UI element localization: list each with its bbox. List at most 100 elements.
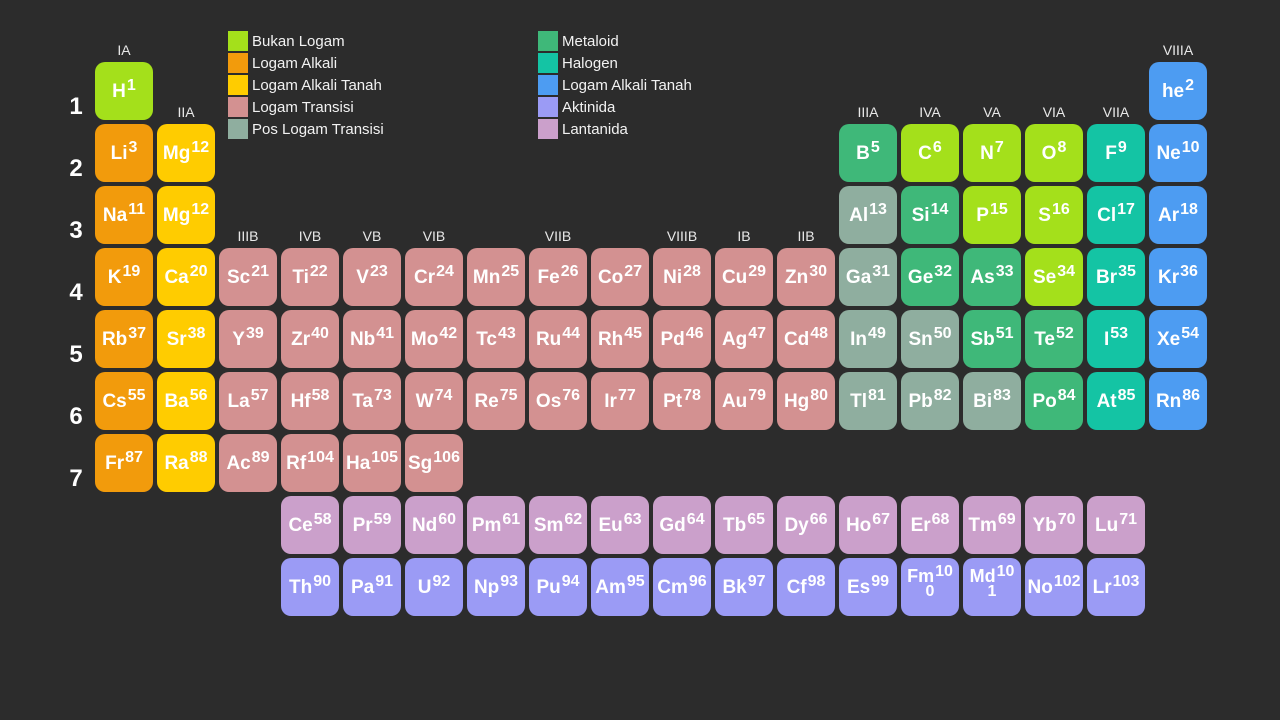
element-tile-fe-26[interactable]: Fe26 xyxy=(529,248,587,306)
element-tile-es-99[interactable]: Es99 xyxy=(839,558,897,616)
element-tile-ga-31[interactable]: Ga31 xyxy=(839,248,897,306)
element-tile-p-15[interactable]: P15 xyxy=(963,186,1021,244)
element-tile-am-95[interactable]: Am95 xyxy=(591,558,649,616)
element-tile-co-27[interactable]: Co27 xyxy=(591,248,649,306)
element-tile-zr-40[interactable]: Zr40 xyxy=(281,310,339,368)
element-tile-pt-78[interactable]: Pt78 xyxy=(653,372,711,430)
element-tile-pr-59[interactable]: Pr59 xyxy=(343,496,401,554)
element-tile-s-16[interactable]: S16 xyxy=(1025,186,1083,244)
element-tile-o-8[interactable]: O8 xyxy=(1025,124,1083,182)
element-tile-he-2[interactable]: he2 xyxy=(1149,62,1207,120)
element-tile-ne-10[interactable]: Ne10 xyxy=(1149,124,1207,182)
element-tile-h-1[interactable]: H1 xyxy=(95,62,153,120)
element-tile-li-3[interactable]: Li3 xyxy=(95,124,153,182)
element-tile-cs-55[interactable]: Cs55 xyxy=(95,372,153,430)
element-tile-xe-54[interactable]: Xe54 xyxy=(1149,310,1207,368)
element-tile-sn-50[interactable]: Sn50 xyxy=(901,310,959,368)
element-tile-w-74[interactable]: W74 xyxy=(405,372,463,430)
element-tile-hf-58[interactable]: Hf58 xyxy=(281,372,339,430)
element-tile-cr-24[interactable]: Cr24 xyxy=(405,248,463,306)
element-tile-nb-41[interactable]: Nb41 xyxy=(343,310,401,368)
element-tile-ti-22[interactable]: Ti22 xyxy=(281,248,339,306)
element-tile-au-79[interactable]: Au79 xyxy=(715,372,773,430)
element-tile-zn-30[interactable]: Zn30 xyxy=(777,248,835,306)
element-tile-md-101[interactable]: Md101 xyxy=(963,558,1021,616)
element-tile-c-6[interactable]: C6 xyxy=(901,124,959,182)
element-tile-pu-94[interactable]: Pu94 xyxy=(529,558,587,616)
element-tile-nd-60[interactable]: Nd60 xyxy=(405,496,463,554)
element-tile-ir-77[interactable]: Ir77 xyxy=(591,372,649,430)
element-tile-cf-98[interactable]: Cf98 xyxy=(777,558,835,616)
element-tile-u-92[interactable]: U92 xyxy=(405,558,463,616)
element-tile-ca-20[interactable]: Ca20 xyxy=(157,248,215,306)
element-tile-lr-103[interactable]: Lr103 xyxy=(1087,558,1145,616)
element-tile-pm-61[interactable]: Pm61 xyxy=(467,496,525,554)
element-tile-po-84[interactable]: Po84 xyxy=(1025,372,1083,430)
element-tile-er-68[interactable]: Er68 xyxy=(901,496,959,554)
element-tile-bk-97[interactable]: Bk97 xyxy=(715,558,773,616)
element-tile-se-34[interactable]: Se34 xyxy=(1025,248,1083,306)
element-tile-ba-56[interactable]: Ba56 xyxy=(157,372,215,430)
element-tile-pb-82[interactable]: Pb82 xyxy=(901,372,959,430)
element-tile-th-90[interactable]: Th90 xyxy=(281,558,339,616)
element-tile-ha-105[interactable]: Ha105 xyxy=(343,434,401,492)
element-tile-fm-100[interactable]: Fm100 xyxy=(901,558,959,616)
element-tile-gd-64[interactable]: Gd64 xyxy=(653,496,711,554)
element-tile-bi-83[interactable]: Bi83 xyxy=(963,372,1021,430)
element-tile-dy-66[interactable]: Dy66 xyxy=(777,496,835,554)
element-tile-rb-37[interactable]: Rb37 xyxy=(95,310,153,368)
element-tile-ag-47[interactable]: Ag47 xyxy=(715,310,773,368)
element-tile-tc-43[interactable]: Tc43 xyxy=(467,310,525,368)
element-tile-f-9[interactable]: F9 xyxy=(1087,124,1145,182)
element-tile-sr-38[interactable]: Sr38 xyxy=(157,310,215,368)
element-tile-rh-45[interactable]: Rh45 xyxy=(591,310,649,368)
element-tile-as-33[interactable]: As33 xyxy=(963,248,1021,306)
element-tile-tm-69[interactable]: Tm69 xyxy=(963,496,1021,554)
element-tile-rn-86[interactable]: Rn86 xyxy=(1149,372,1207,430)
element-tile-sb-51[interactable]: Sb51 xyxy=(963,310,1021,368)
element-tile-tl-81[interactable]: Tl81 xyxy=(839,372,897,430)
element-tile-ni-28[interactable]: Ni28 xyxy=(653,248,711,306)
element-tile-v-23[interactable]: V23 xyxy=(343,248,401,306)
element-tile-mg-12[interactable]: Mg12 xyxy=(157,124,215,182)
element-tile-pa-91[interactable]: Pa91 xyxy=(343,558,401,616)
element-tile-al-13[interactable]: Al13 xyxy=(839,186,897,244)
element-tile-re-75[interactable]: Re75 xyxy=(467,372,525,430)
element-tile-cu-29[interactable]: Cu29 xyxy=(715,248,773,306)
element-tile-cd-48[interactable]: Cd48 xyxy=(777,310,835,368)
element-tile-cl-17[interactable]: Cl17 xyxy=(1087,186,1145,244)
element-tile-n-7[interactable]: N7 xyxy=(963,124,1021,182)
element-tile-br-35[interactable]: Br35 xyxy=(1087,248,1145,306)
element-tile-ar-18[interactable]: Ar18 xyxy=(1149,186,1207,244)
element-tile-ho-67[interactable]: Ho67 xyxy=(839,496,897,554)
element-tile-te-52[interactable]: Te52 xyxy=(1025,310,1083,368)
element-tile-at-85[interactable]: At85 xyxy=(1087,372,1145,430)
element-tile-ru-44[interactable]: Ru44 xyxy=(529,310,587,368)
element-tile-ra-88[interactable]: Ra88 xyxy=(157,434,215,492)
element-tile-np-93[interactable]: Np93 xyxy=(467,558,525,616)
element-tile-ac-89[interactable]: Ac89 xyxy=(219,434,277,492)
element-tile-eu-63[interactable]: Eu63 xyxy=(591,496,649,554)
element-tile-ge-32[interactable]: Ge32 xyxy=(901,248,959,306)
element-tile-y-39[interactable]: Y39 xyxy=(219,310,277,368)
element-tile-in-49[interactable]: In49 xyxy=(839,310,897,368)
element-tile-fr-87[interactable]: Fr87 xyxy=(95,434,153,492)
element-tile-sm-62[interactable]: Sm62 xyxy=(529,496,587,554)
element-tile-i-53[interactable]: I53 xyxy=(1087,310,1145,368)
element-tile-pd-46[interactable]: Pd46 xyxy=(653,310,711,368)
element-tile-k-19[interactable]: K19 xyxy=(95,248,153,306)
element-tile-mg-12[interactable]: Mg12 xyxy=(157,186,215,244)
element-tile-ce-58[interactable]: Ce58 xyxy=(281,496,339,554)
element-tile-no-102[interactable]: No102 xyxy=(1025,558,1083,616)
element-tile-ta-73[interactable]: Ta73 xyxy=(343,372,401,430)
element-tile-mo-42[interactable]: Mo42 xyxy=(405,310,463,368)
element-tile-kr-36[interactable]: Kr36 xyxy=(1149,248,1207,306)
element-tile-hg-80[interactable]: Hg80 xyxy=(777,372,835,430)
element-tile-b-5[interactable]: B5 xyxy=(839,124,897,182)
element-tile-rf-104[interactable]: Rf104 xyxy=(281,434,339,492)
element-tile-mn-25[interactable]: Mn25 xyxy=(467,248,525,306)
element-tile-os-76[interactable]: Os76 xyxy=(529,372,587,430)
element-tile-yb-70[interactable]: Yb70 xyxy=(1025,496,1083,554)
element-tile-tb-65[interactable]: Tb65 xyxy=(715,496,773,554)
element-tile-sc-21[interactable]: Sc21 xyxy=(219,248,277,306)
